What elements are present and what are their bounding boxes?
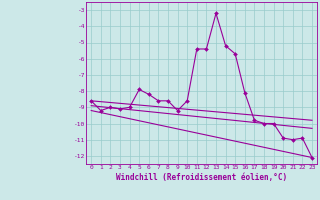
X-axis label: Windchill (Refroidissement éolien,°C): Windchill (Refroidissement éolien,°C): [116, 173, 287, 182]
